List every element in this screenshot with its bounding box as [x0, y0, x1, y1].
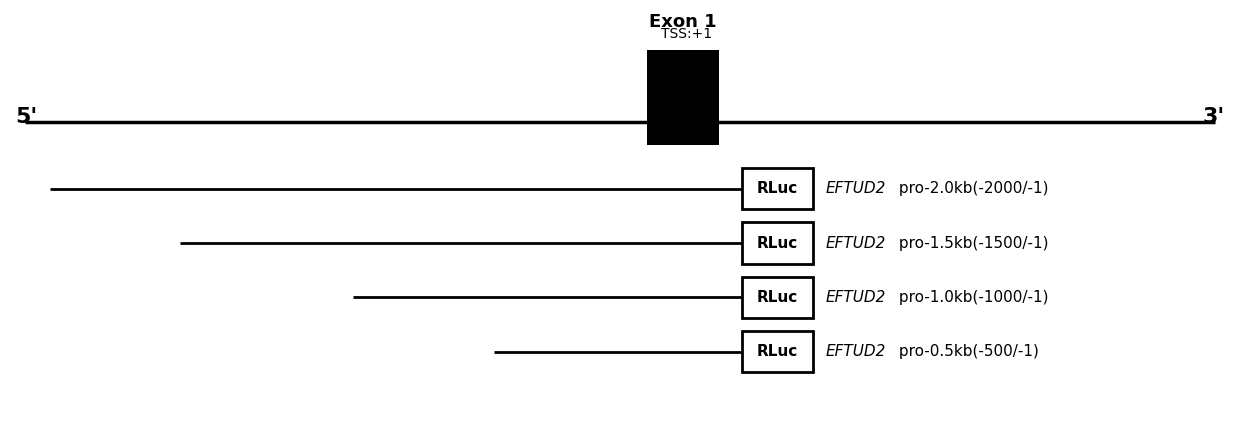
Text: 5': 5' — [15, 107, 37, 127]
Text: pro-1.0kb(-1000/-1): pro-1.0kb(-1000/-1) — [894, 290, 1049, 305]
Bar — [742, 168, 813, 210]
Bar — [742, 277, 813, 318]
Text: TSS:+1: TSS:+1 — [661, 27, 712, 41]
Text: pro-2.0kb(-2000/-1): pro-2.0kb(-2000/-1) — [894, 181, 1049, 196]
Text: EFTUD2: EFTUD2 — [826, 290, 887, 305]
Text: RLuc: RLuc — [756, 181, 799, 196]
Bar — [647, 50, 719, 145]
Text: 3': 3' — [1203, 107, 1225, 127]
Text: EFTUD2: EFTUD2 — [826, 344, 887, 359]
Text: RLuc: RLuc — [756, 344, 799, 359]
Text: RLuc: RLuc — [756, 236, 799, 250]
Text: Exon 1: Exon 1 — [650, 13, 717, 31]
Text: pro-0.5kb(-500/-1): pro-0.5kb(-500/-1) — [894, 344, 1039, 359]
Bar — [742, 331, 813, 372]
Text: RLuc: RLuc — [756, 290, 799, 305]
Text: EFTUD2: EFTUD2 — [826, 181, 887, 196]
Text: pro-1.5kb(-1500/-1): pro-1.5kb(-1500/-1) — [894, 236, 1049, 250]
Text: EFTUD2: EFTUD2 — [826, 236, 887, 250]
Bar — [742, 222, 813, 263]
